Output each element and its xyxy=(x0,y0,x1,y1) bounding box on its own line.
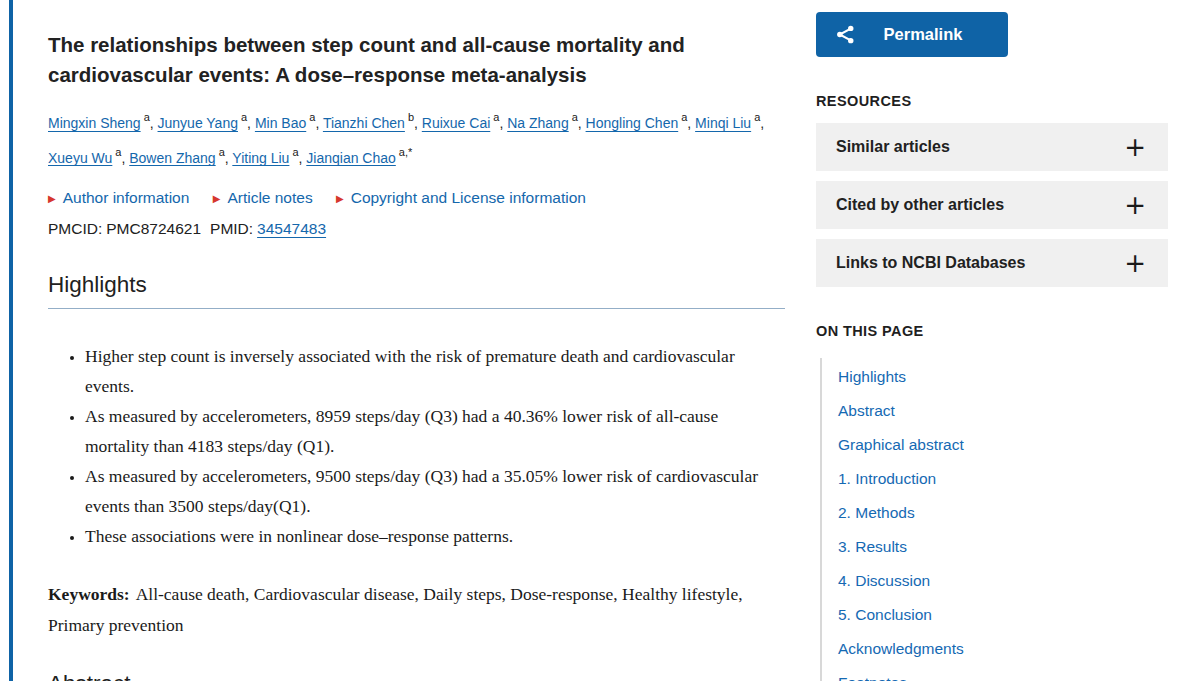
pmcid-label: PMCID: xyxy=(48,220,102,237)
toc-link-graphical-abstract[interactable]: Graphical abstract xyxy=(822,428,1168,462)
author-link[interactable]: Mingxin Sheng xyxy=(48,115,141,131)
arrow-marker-icon: ▶ xyxy=(213,193,221,204)
author-link[interactable]: Ruixue Cai xyxy=(422,115,490,131)
meta-link-label: Author information xyxy=(63,189,190,206)
abstract-heading: Abstract xyxy=(48,671,785,681)
permalink-label: Permalink xyxy=(856,25,1008,44)
keywords-block: Keywords:All-cause death, Cardiovascular… xyxy=(48,579,785,641)
author-link[interactable]: Junyue Yang xyxy=(158,115,238,131)
author-separator: , xyxy=(760,115,764,131)
accordion-label: Links to NCBI Databases xyxy=(836,254,1025,272)
article-sidebar: Permalink RESOURCES Similar articles + C… xyxy=(816,0,1168,681)
toc-link-results[interactable]: 3. Results xyxy=(822,530,1168,564)
accordion-cited-by[interactable]: Cited by other articles + xyxy=(816,181,1168,229)
author-link[interactable]: Min Bao xyxy=(255,115,306,131)
toc-link-footnotes[interactable]: Footnotes xyxy=(822,666,1168,681)
author-separator: , xyxy=(247,115,255,131)
author-separator: , xyxy=(150,115,158,131)
author-affiliation: a xyxy=(309,111,315,123)
author-affiliation: a xyxy=(493,111,499,123)
author-list: Mingxin Shenga, Junyue Yanga, Min Baoa, … xyxy=(48,103,828,172)
author-affiliation: b xyxy=(408,111,414,123)
pmcid-value: PMC8724621 xyxy=(106,220,201,237)
toc-link-abstract[interactable]: Abstract xyxy=(822,394,1168,428)
copyright-license-link[interactable]: ▶ Copyright and License information xyxy=(336,189,586,206)
accordion-label: Cited by other articles xyxy=(836,196,1004,214)
highlight-item: These associations were in nonlinear dos… xyxy=(85,521,785,551)
author-affiliation: a xyxy=(754,111,760,123)
keywords-text: All-cause death, Cardiovascular disease,… xyxy=(48,584,743,635)
author-link[interactable]: Bowen Zhang xyxy=(129,149,215,165)
arrow-marker-icon: ▶ xyxy=(48,193,56,204)
author-link[interactable]: Minqi Liu xyxy=(695,115,751,131)
highlights-heading: Highlights xyxy=(48,272,785,309)
author-affiliation: a xyxy=(144,111,150,123)
meta-link-label: Copyright and License information xyxy=(351,189,586,206)
author-link[interactable]: Yiting Liu xyxy=(232,149,289,165)
on-this-page-heading: ON THIS PAGE xyxy=(816,323,1168,339)
highlights-list: Higher step count is inversely associate… xyxy=(48,341,785,551)
share-icon xyxy=(835,24,856,45)
pmid-label: PMID: xyxy=(210,220,253,237)
author-separator: , xyxy=(414,115,422,131)
resources-heading: RESOURCES xyxy=(816,93,1168,109)
left-accent-bar xyxy=(9,0,13,681)
toc-link-introduction[interactable]: 1. Introduction xyxy=(822,462,1168,496)
plus-icon: + xyxy=(1124,134,1146,160)
toc-link-methods[interactable]: 2. Methods xyxy=(822,496,1168,530)
author-link[interactable]: Hongling Chen xyxy=(586,115,679,131)
author-affiliation: a xyxy=(572,111,578,123)
toc-link-highlights[interactable]: Highlights xyxy=(822,360,1168,394)
author-link[interactable]: Jianqian Chao xyxy=(306,149,396,165)
author-separator: , xyxy=(315,115,323,131)
highlight-item: As measured by accelerometers, 9500 step… xyxy=(85,461,785,521)
pmid-link[interactable]: 34547483 xyxy=(257,220,326,237)
article-meta-links: ▶ Author information ▶ Article notes ▶ Copy… xyxy=(48,189,785,207)
permalink-button[interactable]: Permalink xyxy=(816,12,1008,57)
highlight-item: As measured by accelerometers, 8959 step… xyxy=(85,401,785,461)
on-this-page-nav: Highlights Abstract Graphical abstract 1… xyxy=(820,358,1168,681)
author-affiliation: a xyxy=(115,146,121,158)
article-notes-link[interactable]: ▶ Article notes xyxy=(213,189,313,206)
author-affiliation: a,* xyxy=(399,146,412,158)
author-separator: , xyxy=(578,115,586,131)
author-information-link[interactable]: ▶ Author information xyxy=(48,189,189,206)
article-title: The relationships between step count and… xyxy=(48,30,785,90)
toc-link-discussion[interactable]: 4. Discussion xyxy=(822,564,1168,598)
highlight-item: Higher step count is inversely associate… xyxy=(85,341,785,401)
toc-link-acknowledgments[interactable]: Acknowledgments xyxy=(822,632,1168,666)
accordion-label: Similar articles xyxy=(836,138,950,156)
article-identifiers: PMCID:PMC8724621 PMID:34547483 xyxy=(48,220,785,238)
meta-link-label: Article notes xyxy=(227,189,312,206)
plus-icon: + xyxy=(1124,250,1146,276)
author-link[interactable]: Na Zhang xyxy=(507,115,568,131)
pmc-article-page: The relationships between step count and… xyxy=(0,0,1200,681)
author-separator: , xyxy=(687,115,695,131)
author-affiliation: a xyxy=(219,146,225,158)
article-main-column: The relationships between step count and… xyxy=(48,0,785,681)
toc-link-conclusion[interactable]: 5. Conclusion xyxy=(822,598,1168,632)
keywords-label: Keywords: xyxy=(48,584,130,604)
arrow-marker-icon: ▶ xyxy=(336,193,344,204)
plus-icon: + xyxy=(1124,192,1146,218)
author-link[interactable]: Tianzhi Chen xyxy=(323,115,405,131)
author-affiliation: a xyxy=(241,111,247,123)
author-link[interactable]: Xueyu Wu xyxy=(48,149,112,165)
accordion-similar-articles[interactable]: Similar articles + xyxy=(816,123,1168,171)
author-affiliation: a xyxy=(292,146,298,158)
author-affiliation: a xyxy=(681,111,687,123)
accordion-ncbi-links[interactable]: Links to NCBI Databases + xyxy=(816,239,1168,287)
